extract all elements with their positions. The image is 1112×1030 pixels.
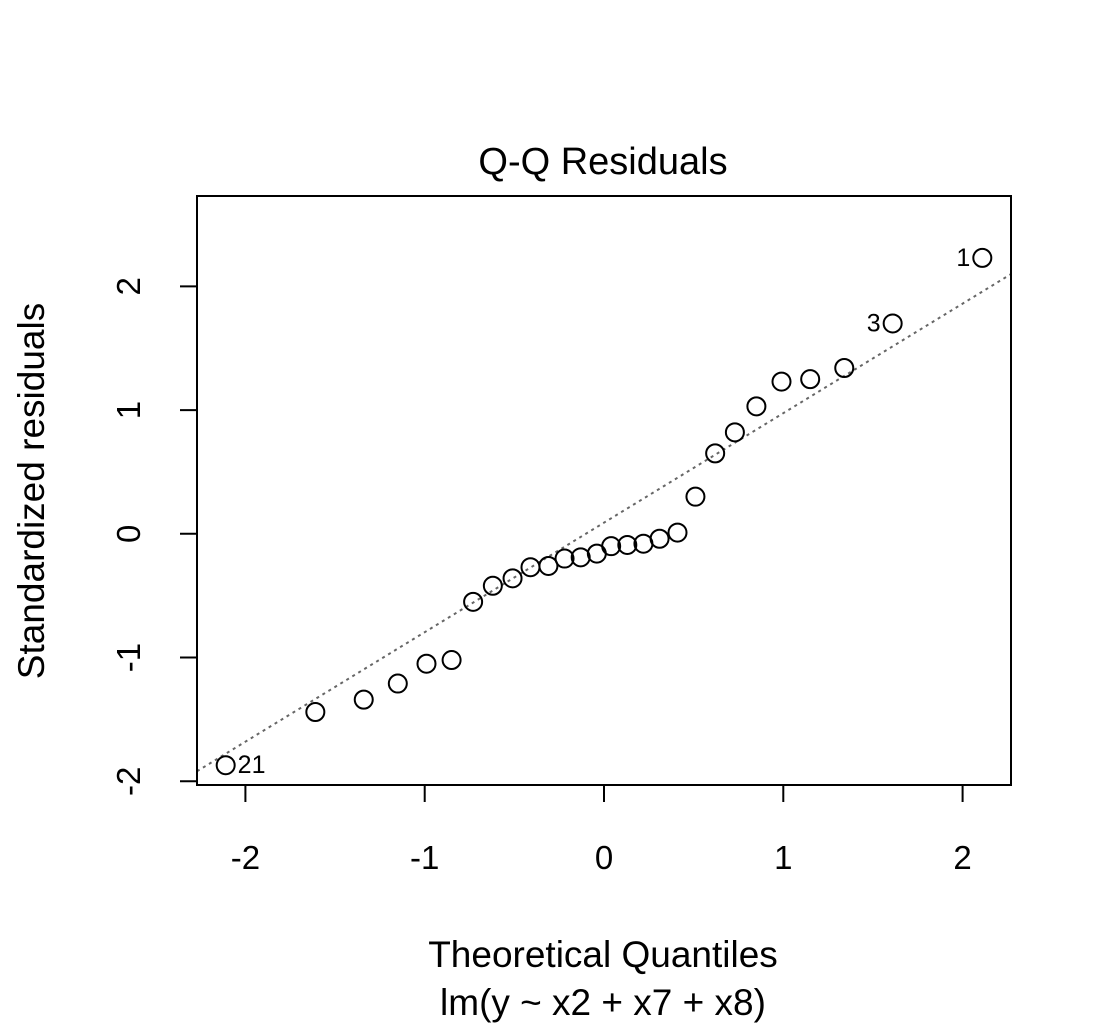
data-point bbox=[502, 568, 523, 589]
data-point bbox=[972, 247, 993, 268]
x-axis: -2 -1 0 1 2 bbox=[231, 784, 972, 876]
data-point bbox=[387, 673, 408, 694]
y-axis: -2 -1 0 1 2 bbox=[110, 277, 198, 796]
point-label: 1 bbox=[956, 244, 970, 272]
x-tick-label: 2 bbox=[953, 839, 971, 876]
data-point bbox=[667, 522, 688, 543]
data-point bbox=[441, 650, 462, 671]
y-tick-label: 2 bbox=[110, 277, 147, 295]
data-point bbox=[649, 528, 670, 549]
point-label: 3 bbox=[867, 309, 881, 337]
data-point bbox=[538, 555, 559, 576]
data-point bbox=[305, 701, 326, 722]
chart-title: Q-Q Residuals bbox=[478, 141, 727, 183]
y-axis-label: Standardized residuals bbox=[11, 303, 52, 679]
x-tick-label: -2 bbox=[231, 839, 260, 876]
y-tick-label: -2 bbox=[110, 767, 147, 796]
data-point bbox=[834, 357, 855, 378]
data-point bbox=[724, 422, 745, 443]
point-label: 21 bbox=[238, 751, 266, 779]
x-axis-label: Theoretical Quantiles bbox=[428, 934, 778, 975]
data-point bbox=[554, 548, 575, 569]
y-tick-label: 0 bbox=[110, 525, 147, 543]
data-point bbox=[482, 575, 503, 596]
y-tick-label: 1 bbox=[110, 401, 147, 419]
data-point bbox=[601, 536, 622, 557]
data-point bbox=[746, 396, 767, 417]
data-point bbox=[463, 591, 484, 612]
reference-line-layer bbox=[196, 273, 1012, 773]
data-point bbox=[215, 755, 236, 776]
x-axis-sublabel: lm(y ~ x2 + x7 + x8) bbox=[440, 982, 766, 1023]
data-point bbox=[416, 653, 437, 674]
point-labels-layer: 21 3 1 bbox=[238, 244, 971, 779]
data-point bbox=[771, 371, 792, 392]
x-tick-label: 1 bbox=[774, 839, 792, 876]
plot-frame bbox=[196, 195, 1012, 786]
qq-reference-line bbox=[196, 273, 1012, 773]
data-point bbox=[705, 443, 726, 464]
data-point bbox=[882, 313, 903, 334]
data-point bbox=[685, 486, 706, 507]
x-tick-label: -1 bbox=[410, 839, 439, 876]
data-point bbox=[520, 557, 541, 578]
data-point bbox=[353, 689, 374, 710]
data-point bbox=[800, 369, 821, 390]
y-tick-label: -1 bbox=[110, 643, 147, 672]
points-layer bbox=[215, 247, 993, 776]
data-point bbox=[617, 534, 638, 555]
x-tick-label: 0 bbox=[595, 839, 613, 876]
